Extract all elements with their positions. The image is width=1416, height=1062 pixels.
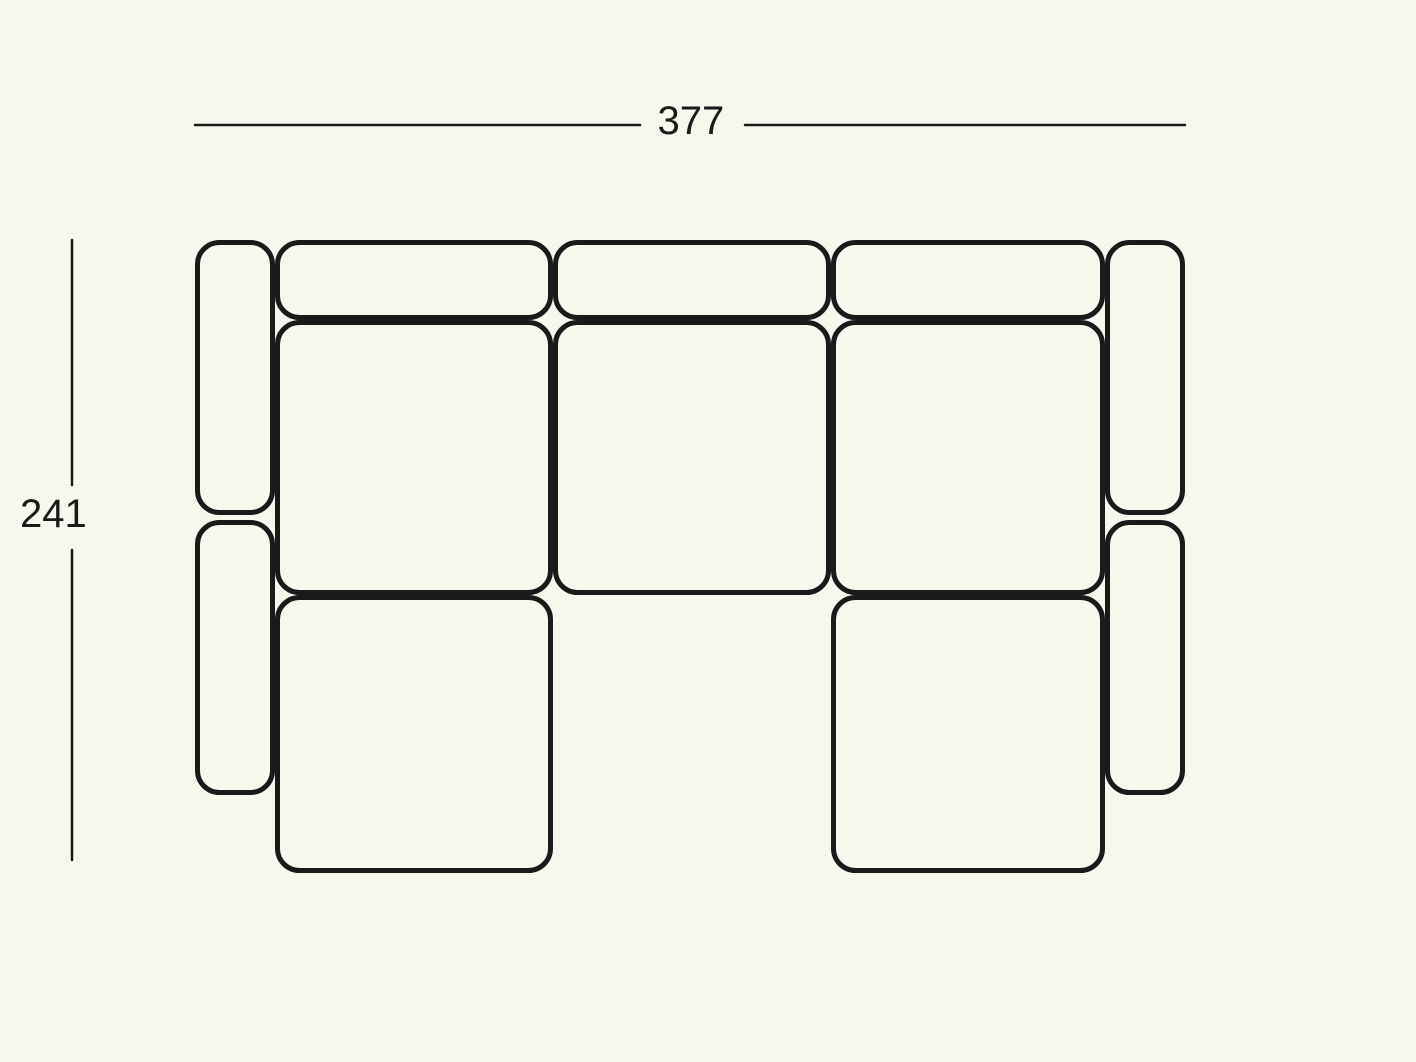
module-back-left: [278, 243, 551, 318]
module-seat-mid: [556, 323, 829, 593]
diagram-canvas: 377 241: [0, 0, 1416, 1062]
module-ottoman-right: [834, 598, 1103, 871]
module-back-mid: [556, 243, 829, 318]
dimension-height-label: 241: [20, 492, 87, 537]
dimension-width-label: 377: [658, 99, 725, 144]
module-arm-right-bottom: [1108, 523, 1183, 793]
module-arm-left-bottom: [198, 523, 273, 793]
module-ottoman-left: [278, 598, 551, 871]
module-seat-left: [278, 323, 551, 593]
diagram-svg: [0, 0, 1416, 1062]
module-seat-right: [834, 323, 1103, 593]
module-back-right: [834, 243, 1103, 318]
module-arm-left-top: [198, 243, 273, 513]
module-arm-right-top: [1108, 243, 1183, 513]
